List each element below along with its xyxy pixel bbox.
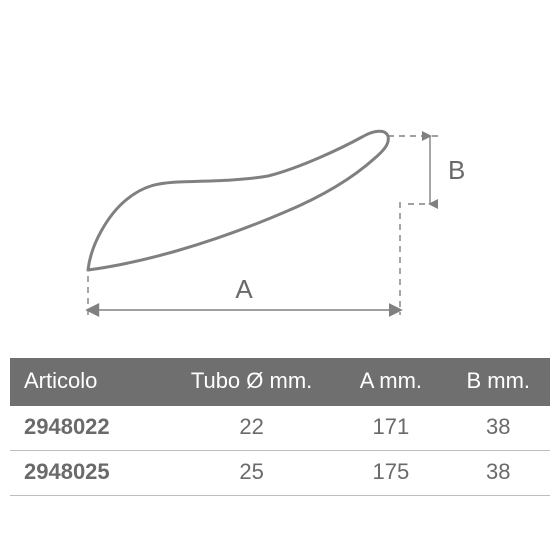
table-row: 2948022 22 171 38 [10,406,550,451]
spec-table: Articolo Tubo Ø mm. A mm. B mm. 2948022 … [10,358,550,496]
col-header-articolo: Articolo [10,358,168,406]
cell-a: 175 [335,451,446,496]
cell-tubo: 22 [168,406,335,451]
table-header-row: Articolo Tubo Ø mm. A mm. B mm. [10,358,550,406]
cell-b: 38 [447,406,550,451]
col-header-tubo: Tubo Ø mm. [168,358,335,406]
diagram-svg: A B [30,20,530,350]
spec-table-container: Articolo Tubo Ø mm. A mm. B mm. 2948022 … [10,358,550,496]
cell-a: 171 [335,406,446,451]
dimension-a-label: A [235,274,253,304]
dimension-b-label: B [448,155,465,185]
cell-articolo: 2948022 [10,406,168,451]
cell-b: 38 [447,451,550,496]
cell-articolo: 2948025 [10,451,168,496]
col-header-a: A mm. [335,358,446,406]
product-outline [88,131,388,270]
dimension-diagram: A B [30,20,530,350]
page: A B Articolo Tubo Ø mm. A mm. B mm. 2948… [0,0,560,560]
table-row: 2948025 25 175 38 [10,451,550,496]
cell-tubo: 25 [168,451,335,496]
col-header-b: B mm. [447,358,550,406]
